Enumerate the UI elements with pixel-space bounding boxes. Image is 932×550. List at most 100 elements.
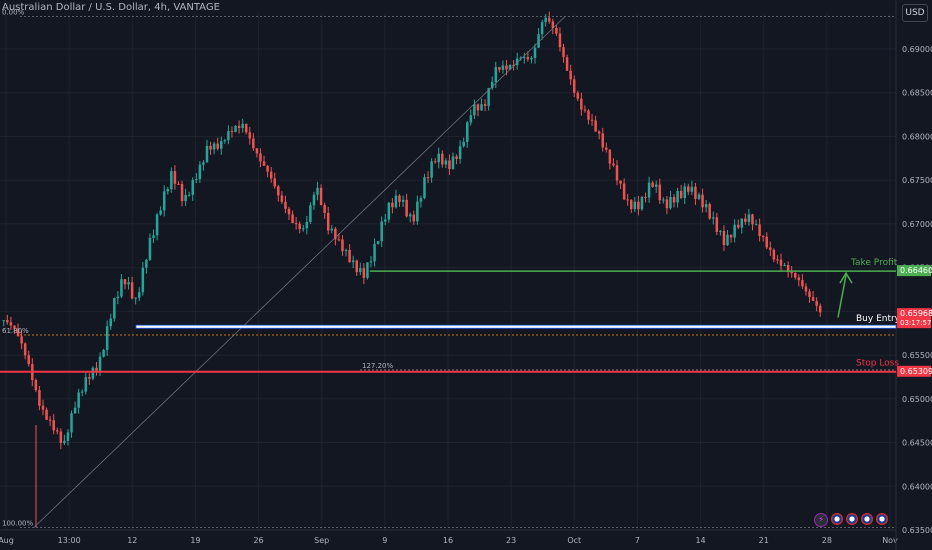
candle [195, 179, 198, 181]
candle [198, 164, 202, 180]
candle [91, 367, 95, 379]
candle [676, 190, 679, 203]
candle [744, 218, 747, 222]
candle [769, 247, 772, 250]
candle [134, 297, 137, 299]
price-label-box [897, 308, 931, 329]
candle [120, 279, 123, 297]
candle [380, 221, 383, 242]
buy-entry-line [135, 324, 897, 329]
candle [373, 243, 376, 262]
candle [662, 199, 665, 201]
take-profit-label: Take Profit [850, 258, 898, 268]
candle [483, 104, 487, 106]
candle [309, 205, 312, 223]
candle [754, 224, 758, 226]
candle [187, 194, 191, 196]
candle [109, 318, 112, 327]
candle [205, 145, 209, 163]
candle [818, 305, 822, 313]
candle [733, 224, 736, 238]
candle [487, 88, 490, 106]
candle [601, 133, 604, 148]
candle [690, 186, 694, 192]
candle [401, 199, 405, 202]
candle [391, 202, 394, 208]
candle [362, 268, 366, 278]
candle [341, 239, 344, 252]
candle [740, 218, 744, 228]
candle [476, 104, 480, 111]
candle [376, 241, 380, 244]
y-tick-label: 0.68000 [902, 132, 932, 141]
candle [191, 180, 194, 195]
candle [515, 58, 519, 66]
candle [316, 187, 319, 195]
x-tick-label: Sep [314, 536, 329, 545]
us-flag-icon[interactable] [876, 513, 888, 525]
currency-button[interactable]: USD [902, 4, 928, 22]
candle [558, 33, 562, 48]
candle [148, 237, 152, 260]
candle [804, 286, 808, 292]
candle [130, 282, 134, 299]
candle [384, 219, 387, 222]
candle [779, 259, 783, 266]
candle [326, 212, 330, 231]
candle [45, 409, 48, 420]
us-flag-icon[interactable] [846, 513, 858, 525]
candle [687, 186, 690, 192]
candle [597, 131, 601, 134]
candle [398, 195, 401, 202]
candle [59, 431, 63, 444]
candle [412, 214, 416, 222]
candle [426, 177, 430, 179]
candle [105, 326, 109, 350]
candle [794, 273, 797, 278]
candle [683, 186, 686, 199]
candle [530, 57, 533, 60]
candle [127, 282, 130, 285]
candle [494, 67, 498, 82]
fib-level-label: 0.00% [2, 9, 25, 17]
x-tick-label: 12 [127, 536, 137, 545]
candle [747, 214, 751, 222]
candle [722, 231, 726, 246]
candle [255, 148, 259, 154]
y-tick-label: 0.67500 [902, 176, 932, 185]
price-label: 0.65309 [900, 367, 932, 376]
price-label: 0.65968 [900, 309, 932, 318]
candle [334, 228, 337, 240]
candle [526, 57, 530, 60]
candle [590, 119, 594, 121]
candle [619, 180, 622, 184]
buy-entry-label: Buy Entry [856, 314, 901, 324]
candle [34, 380, 38, 391]
candle [41, 405, 45, 410]
candle [88, 377, 91, 379]
flash-icon[interactable]: ⚡ [814, 513, 828, 527]
candle [651, 182, 654, 187]
us-flag-icon[interactable] [861, 513, 873, 525]
candle [490, 81, 494, 89]
candle [280, 195, 284, 202]
candle [95, 367, 98, 371]
candle [80, 391, 84, 393]
candle [170, 171, 173, 190]
candle [237, 125, 241, 129]
y-tick-label: 0.68500 [902, 89, 932, 98]
stop-loss-label: Stop Loss [856, 359, 899, 369]
candle [448, 160, 451, 169]
candle [241, 123, 244, 129]
us-flag-icon[interactable] [831, 513, 843, 525]
candle [498, 67, 501, 70]
candle [416, 201, 419, 222]
candle [298, 223, 301, 230]
candle [277, 186, 280, 196]
candle [77, 392, 80, 408]
candle [786, 265, 790, 273]
candle [626, 199, 629, 201]
candle [572, 79, 576, 93]
